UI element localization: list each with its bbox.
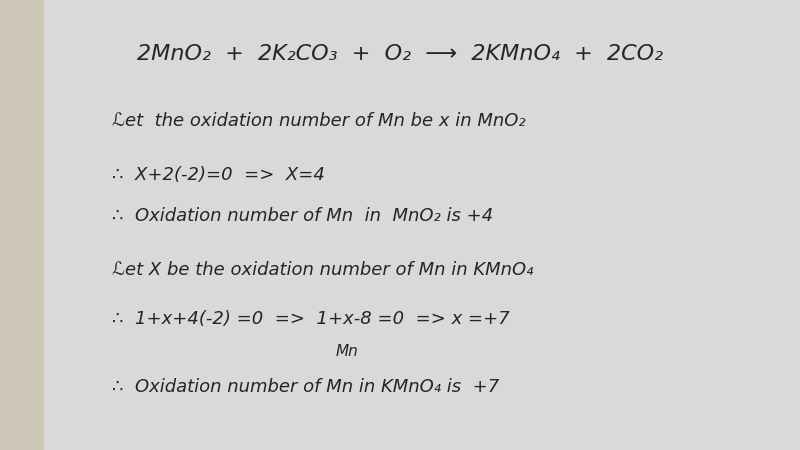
Text: Mn: Mn — [336, 343, 358, 359]
Text: ∴  1+x+4(-2) =0  =>  1+x-8 =0  => x =+7: ∴ 1+x+4(-2) =0 => 1+x-8 =0 => x =+7 — [112, 310, 510, 328]
Text: ∴  X+2(-2)=0  =>  X=4: ∴ X+2(-2)=0 => X=4 — [112, 166, 325, 184]
Text: ∴  Oxidation number of Mn in KMnO₄ is  +7: ∴ Oxidation number of Mn in KMnO₄ is +7 — [112, 378, 499, 396]
Text: 2MnO₂  +  2K₂CO₃  +  O₂  ⟶  2KMnO₄  +  2CO₂: 2MnO₂ + 2K₂CO₃ + O₂ ⟶ 2KMnO₄ + 2CO₂ — [137, 44, 663, 64]
Bar — [0, 0, 44, 450]
Text: ℒet  the oxidation number of Mn be x in MnO₂: ℒet the oxidation number of Mn be x in M… — [112, 112, 526, 130]
Text: ℒet X be the oxidation number of Mn in KMnO₄: ℒet X be the oxidation number of Mn in K… — [112, 261, 534, 279]
Text: ∴  Oxidation number of Mn  in  MnO₂ is +4: ∴ Oxidation number of Mn in MnO₂ is +4 — [112, 207, 494, 225]
